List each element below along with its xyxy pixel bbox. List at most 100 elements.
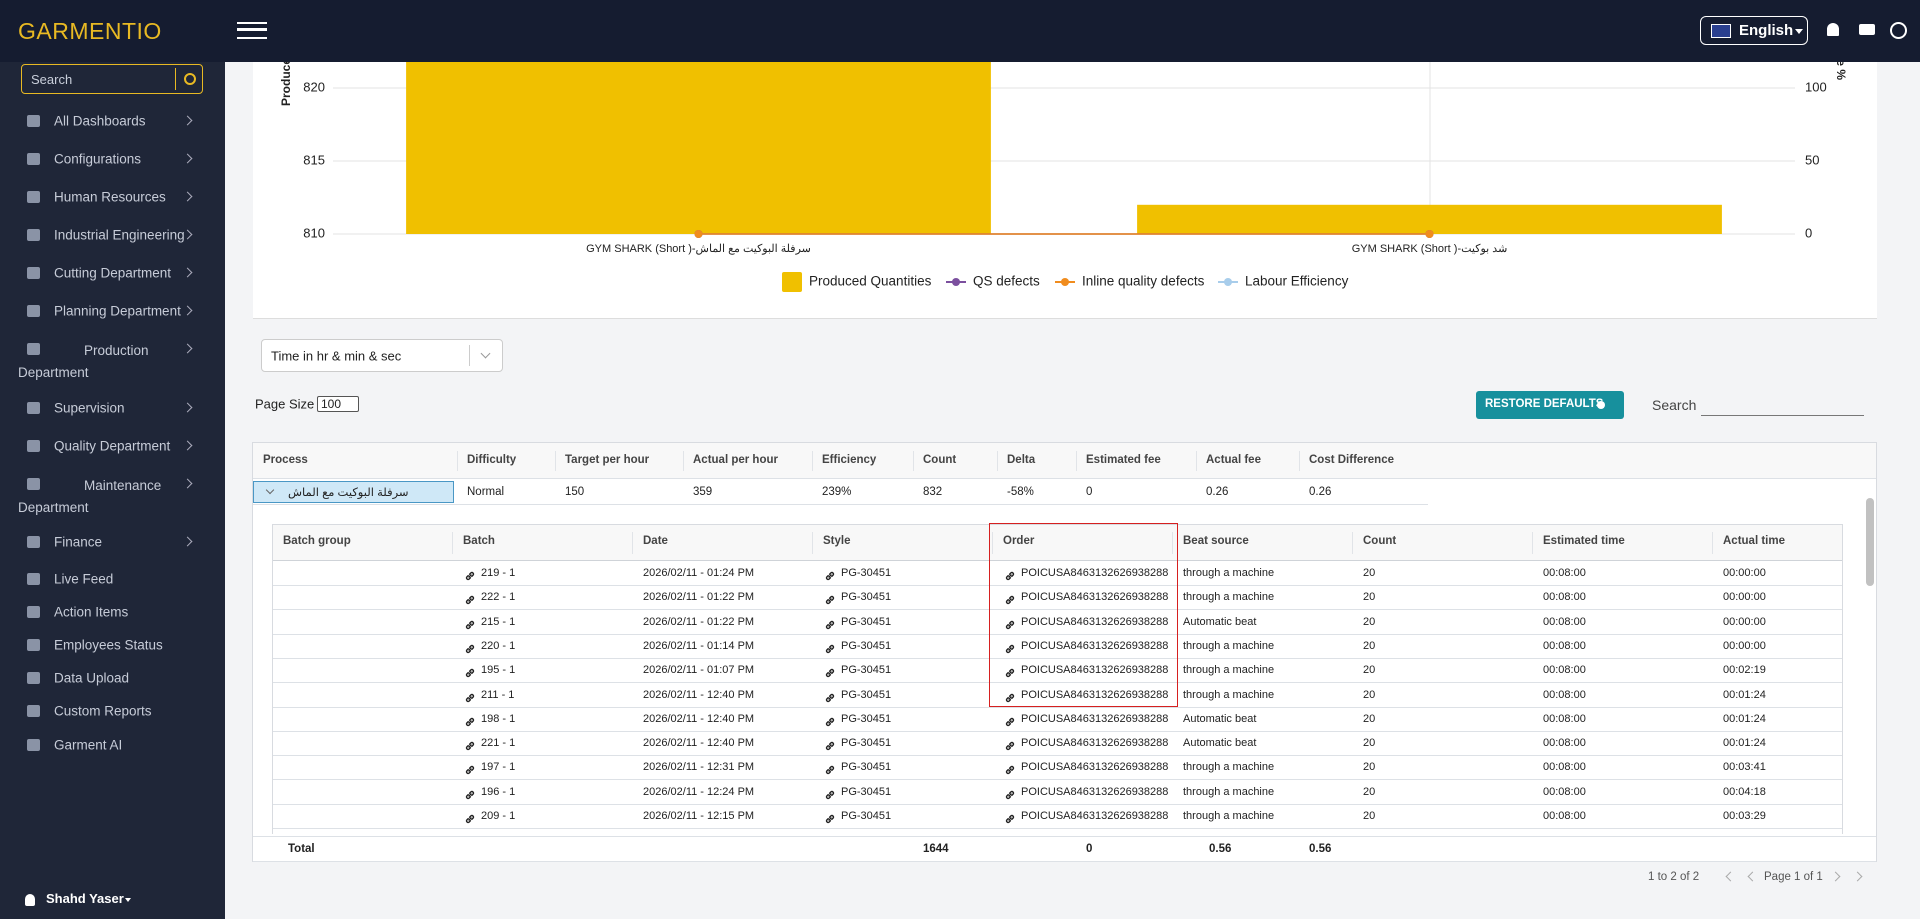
cell[interactable]: 195 - 1 [481, 664, 516, 677]
nav-item[interactable]: Planning Department [54, 303, 181, 319]
column-divider [1076, 451, 1077, 471]
cell[interactable]: PG-30451 [841, 591, 892, 604]
cell[interactable]: PG-30451 [841, 567, 892, 579]
cell: 20 [1363, 664, 1376, 677]
cell[interactable]: PG-30451 [841, 688, 892, 701]
cell[interactable]: POICUSA8463132626938288 [1021, 810, 1169, 822]
link-icon [825, 568, 835, 581]
nav-item[interactable]: Employees Status [54, 637, 163, 653]
cell[interactable]: 220 - 1 [481, 639, 516, 652]
cell[interactable]: POICUSA8463132626938288 [1021, 712, 1169, 725]
nav-item[interactable]: Industrial Engineering [54, 227, 185, 243]
cell[interactable]: 198 - 1 [481, 712, 516, 725]
total-count: 1644 [923, 843, 949, 855]
cell[interactable]: POICUSA8463132626938288 [1021, 615, 1169, 628]
cell[interactable]: PG-30451 [841, 785, 892, 798]
notifications[interactable] [1827, 23, 1839, 36]
cell[interactable]: POICUSA8463132626938288 [1021, 688, 1169, 701]
cell: 00:08:00 [1543, 785, 1586, 798]
cell[interactable]: POICUSA8463132626938288 [1021, 567, 1169, 579]
cell[interactable]: 197 - 1 [481, 761, 516, 774]
time-format[interactable]: Time in hr & min & sec [271, 348, 402, 364]
nav-item[interactable]: Cutting Department [54, 265, 172, 281]
total-estimated-fee: 0 [1086, 843, 1093, 855]
nav-item[interactable]: Supervision [54, 400, 125, 416]
whatsapp[interactable] [1890, 22, 1907, 39]
user-name[interactable]: Shahd Yaser [46, 891, 124, 906]
process-cell [253, 481, 454, 503]
column-divider [555, 451, 556, 471]
cell[interactable]: POICUSA8463132626938288 [1021, 664, 1169, 677]
cell: 359 [693, 486, 713, 498]
menu-toggle[interactable] [237, 22, 267, 39]
time-format-select [261, 339, 503, 372]
cell[interactable]: POICUSA8463132626938288 [1021, 761, 1169, 774]
cell[interactable]: POICUSA8463132626938288 [1021, 737, 1169, 750]
row-border [273, 682, 1842, 684]
page-size[interactable]: 100 [321, 397, 342, 411]
page-size-select [317, 396, 359, 412]
cell[interactable]: PG-30451 [841, 810, 892, 822]
cell[interactable]: 196 - 1 [481, 785, 516, 798]
chevron [182, 343, 193, 354]
column-header: Target per hour [565, 454, 650, 466]
cell[interactable]: PG-30451 [841, 664, 892, 677]
nav-item[interactable]: Production Department [18, 343, 149, 380]
cell[interactable]: POICUSA8463132626938288 [1021, 639, 1169, 652]
link-icon [1005, 665, 1015, 678]
legend-swatch [1061, 278, 1069, 286]
cell[interactable]: 209 - 1 [481, 810, 516, 822]
cell[interactable]: PG-30451 [841, 761, 892, 774]
nav-item[interactable]: Garment AI [54, 737, 123, 753]
cell: through a machine [1183, 591, 1275, 604]
brand[interactable]: GARMENTIO [18, 18, 162, 44]
language-button[interactable]: English [1700, 16, 1808, 45]
cell: 00:08:00 [1543, 664, 1586, 677]
column-header: Estimated fee [1086, 454, 1161, 466]
chevron [182, 267, 193, 278]
nav-icon [27, 573, 40, 585]
cell[interactable]: PG-30451 [841, 737, 892, 750]
row-border [273, 633, 1842, 635]
nav-item[interactable]: Data Upload [54, 670, 130, 686]
cell[interactable]: 219 - 1 [481, 567, 516, 579]
column-header: Process [263, 454, 308, 466]
cell: 2026/02/11 - 12:40 PM [643, 737, 755, 750]
restore-button-label[interactable]: RESTORE DEFAULTS [1485, 398, 1604, 410]
cell: 00:00:00 [1723, 591, 1766, 604]
nav-item[interactable]: Action Items [54, 604, 129, 620]
nav-item[interactable]: Finance [54, 534, 103, 550]
search-box[interactable]: Search [21, 64, 203, 94]
cell[interactable]: PG-30451 [841, 615, 892, 628]
cell: 20 [1363, 639, 1376, 652]
nav-item[interactable]: Quality Department [54, 438, 171, 454]
cell: 20 [1363, 761, 1376, 774]
link-icon [825, 665, 835, 678]
cell[interactable]: PG-30451 [841, 712, 892, 725]
link-icon [465, 617, 475, 629]
keyboard[interactable] [1859, 24, 1875, 35]
column-divider [457, 451, 458, 471]
chart: 810 815 820 0 50 100 Produced Quantities Percen… [279, 62, 1848, 292]
cell[interactable]: 222 - 1 [481, 591, 516, 604]
nav-item[interactable]: All Dashboards [54, 113, 146, 129]
cell[interactable]: 215 - 1 [481, 615, 516, 628]
cell[interactable]: 211 - 1 [481, 688, 515, 701]
y2-axis-label: Percentage % [1834, 62, 1848, 80]
y2-tick-label: 0 [1805, 225, 1812, 240]
cell[interactable]: PG-30451 [841, 639, 892, 652]
cell: 2026/02/11 - 01:22 PM [643, 615, 755, 628]
column-divider [1352, 532, 1353, 554]
cell: through a machine [1183, 664, 1275, 677]
cell[interactable]: سرفلة البوكيت مع الماش [288, 487, 409, 499]
link-icon [1005, 592, 1015, 605]
cell[interactable]: POICUSA8463132626938288 [1021, 591, 1169, 604]
nav-item[interactable]: Configurations [54, 151, 142, 167]
cell[interactable]: POICUSA8463132626938288 [1021, 785, 1169, 798]
nav-item[interactable]: Live Feed [54, 571, 114, 587]
nav-item[interactable]: Maintenance Department [18, 478, 162, 515]
nav-item[interactable]: Human Resources [54, 189, 166, 205]
cell[interactable]: 221 - 1 [481, 737, 516, 750]
row-border [273, 730, 1842, 732]
nav-item[interactable]: Custom Reports [54, 703, 152, 719]
